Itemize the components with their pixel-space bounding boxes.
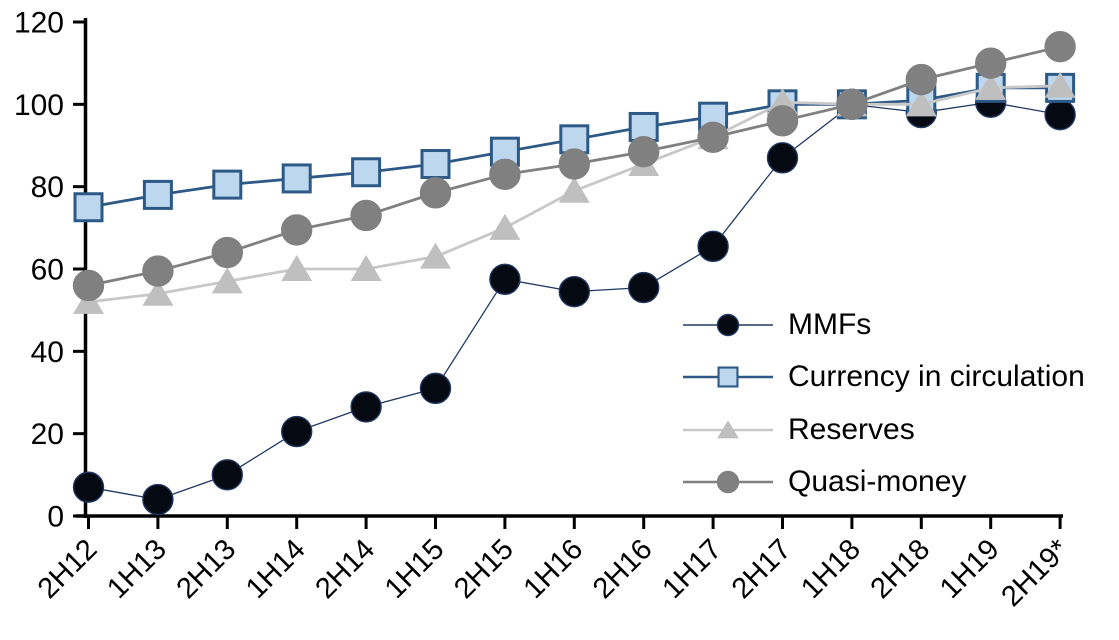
y-axis-tick-label: 120 [14,7,64,40]
svg-text:2H13: 2H13 [171,533,243,605]
y-axis-tick-label: 40 [31,336,64,369]
svg-text:2H14: 2H14 [309,533,381,605]
legend-label-reserves: Reserves [788,413,915,446]
x-axis-tick-label: 2H14 [309,533,381,605]
svg-text:1H14: 1H14 [240,533,312,605]
x-axis-tick-label: 2H15 [448,533,520,605]
x-axis-tick-label: 1H19 [934,533,1006,605]
legend-label-mmfs: MMFs [788,308,872,341]
y-axis-tick-label: 0 [47,501,64,534]
x-axis-tick-label: 1H15 [379,533,451,605]
svg-text:1H17: 1H17 [656,533,728,605]
legend-item-reserves: Reserves [675,413,915,447]
svg-text:1H18: 1H18 [795,533,867,605]
series-quasi-money [72,31,1076,302]
reserves-marker-icon [683,420,773,439]
x-axis-tick-label: 2H12 [32,533,104,605]
x-axis-tick-label: 1H17 [656,533,728,605]
svg-text:1H16: 1H16 [518,533,590,605]
x-axis-tick-label: 2H17 [726,533,798,605]
svg-text:2H16: 2H16 [587,533,659,605]
legend-item-mmfs: MMFs [675,308,871,342]
x-axis-tick-label: 2H13 [171,533,243,605]
legend-label-currency-in-circulation: Currency in circulation [788,360,1085,393]
x-axis-tick-label: 2H18 [865,533,937,605]
legend-label-quasi-money: Quasi-money [788,465,967,498]
svg-text:1H15: 1H15 [379,533,451,605]
svg-text:2H19*: 2H19* [995,533,1075,613]
x-axis-tick-label: 1H18 [795,533,867,605]
y-axis-tick-label: 60 [31,254,64,287]
x-axis-tick-label: 2H16 [587,533,659,605]
series-mmfs [72,86,1076,516]
legend-item-quasi-money: Quasi-money [675,465,966,499]
y-axis-tick-label: 80 [31,171,64,204]
x-axis-tick-label: 2H19* [995,533,1075,613]
svg-text:1H13: 1H13 [101,533,173,605]
legend-item-currency-in-circulation: Currency in circulation [675,360,1085,394]
mmfs-marker-icon [683,313,773,337]
svg-text:2H18: 2H18 [865,533,937,605]
svg-text:2H12: 2H12 [32,533,104,605]
x-axis-tick-label: 1H13 [101,533,173,605]
x-axis-tick-label: 1H16 [518,533,590,605]
y-axis-tick-label: 100 [14,89,64,122]
x-axis-tick-label: 1H14 [240,533,312,605]
svg-text:1H19: 1H19 [934,533,1006,605]
quasi-money-marker-icon [683,470,773,494]
currency-marker-icon [683,366,773,388]
svg-text:2H15: 2H15 [448,533,520,605]
svg-text:2H17: 2H17 [726,533,798,605]
y-axis-tick-label: 20 [31,418,64,451]
